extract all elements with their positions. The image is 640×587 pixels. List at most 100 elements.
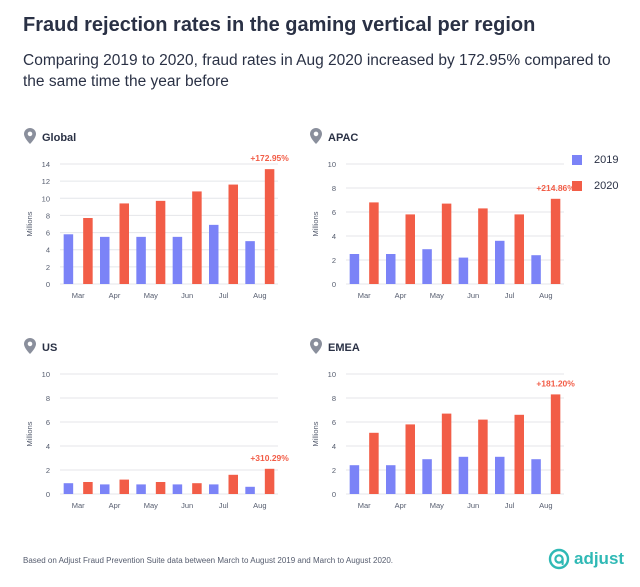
y-tick-apac-6: 6 bbox=[332, 208, 336, 217]
legend-item-2019: 2019 bbox=[572, 152, 618, 168]
bar-us-2019-jun bbox=[172, 484, 183, 494]
bar-apac-2020-apr bbox=[405, 214, 415, 284]
x-tick-us-aug: Aug bbox=[253, 501, 266, 510]
bar-emea-2019-aug bbox=[531, 459, 541, 494]
legend-item-2020: 2020 bbox=[572, 178, 618, 194]
bar-global-2019-jun bbox=[172, 236, 183, 284]
bar-apac-2020-mar bbox=[369, 202, 379, 284]
x-tick-us-may: May bbox=[144, 501, 158, 510]
bar-emea-2020-apr bbox=[405, 424, 415, 494]
x-tick-apac-may: May bbox=[430, 291, 444, 300]
x-tick-us-mar: Mar bbox=[72, 501, 85, 510]
x-tick-us-jun: Jun bbox=[181, 501, 193, 510]
bar-emea-2020-mar bbox=[369, 432, 379, 494]
y-tick-us-2: 2 bbox=[46, 466, 50, 475]
bar-us-2020-aug bbox=[264, 468, 275, 494]
x-tick-us-apr: Apr bbox=[109, 501, 121, 510]
y-tick-global-14: 14 bbox=[42, 160, 50, 169]
x-tick-emea-jun: Jun bbox=[467, 501, 479, 510]
bar-emea-2019-apr bbox=[386, 465, 396, 494]
y-tick-apac-10: 10 bbox=[328, 160, 336, 169]
bar-us-2019-mar bbox=[63, 483, 74, 494]
chart-emea: EMEA 0 2 4 6 8 10 Millions Mar Apr May Jun Jul Aug +18… bbox=[310, 338, 575, 510]
bar-emea-2020-aug bbox=[550, 394, 561, 494]
bar-us-2020-jul bbox=[228, 474, 238, 494]
legend-label-2020: 2020 bbox=[594, 180, 619, 192]
y-tick-global-6: 6 bbox=[46, 229, 50, 238]
bar-global-2020-apr bbox=[119, 203, 129, 284]
annotation-apac: +214.86% bbox=[536, 183, 575, 193]
x-tick-emea-jul: Jul bbox=[505, 501, 515, 510]
bar-apac-2020-jul bbox=[514, 214, 524, 284]
x-tick-global-jun: Jun bbox=[181, 291, 193, 300]
chart-title-global: Global bbox=[42, 132, 76, 144]
x-tick-emea-aug: Aug bbox=[539, 501, 552, 510]
x-tick-global-aug: Aug bbox=[253, 291, 266, 300]
annotation-us: +310.29% bbox=[250, 453, 289, 463]
y-tick-us-8: 8 bbox=[46, 394, 50, 403]
page-subtitle: Comparing 2019 to 2020, fraud rates in A… bbox=[23, 52, 611, 90]
y-axis-label-emea: Millions bbox=[311, 421, 320, 446]
bar-global-2019-mar bbox=[63, 234, 74, 284]
bar-apac-2019-aug bbox=[531, 255, 541, 284]
location-pin-icon bbox=[24, 128, 36, 144]
y-axis-label-us: Millions bbox=[25, 421, 34, 446]
bar-us-2020-may bbox=[155, 482, 166, 494]
y-tick-emea-10: 10 bbox=[328, 370, 336, 379]
legend-swatch-2020 bbox=[572, 181, 582, 191]
bar-global-2019-jul bbox=[209, 224, 219, 284]
bar-us-2019-jul bbox=[209, 484, 219, 494]
chart-title-apac: APAC bbox=[328, 132, 358, 144]
chart-title-emea: EMEA bbox=[328, 342, 360, 354]
bar-global-2020-jul bbox=[228, 184, 238, 284]
bar-emea-2020-jul bbox=[514, 414, 524, 494]
bar-apac-2019-may bbox=[422, 249, 432, 284]
legend-swatch-2019 bbox=[572, 155, 582, 165]
x-tick-apac-aug: Aug bbox=[539, 291, 552, 300]
bar-global-2019-may bbox=[136, 236, 146, 284]
bar-emea-2019-jun bbox=[458, 456, 469, 494]
legend-label-2019: 2019 bbox=[594, 154, 619, 166]
y-axis-label-apac: Millions bbox=[311, 211, 320, 236]
bar-us-2019-aug bbox=[245, 486, 255, 494]
x-tick-global-mar: Mar bbox=[72, 291, 85, 300]
x-tick-global-apr: Apr bbox=[109, 291, 121, 300]
x-tick-apac-jul: Jul bbox=[505, 291, 515, 300]
brand-name: adjust bbox=[574, 549, 625, 568]
y-tick-emea-4: 4 bbox=[332, 442, 336, 451]
x-tick-apac-jun: Jun bbox=[467, 291, 479, 300]
bar-emea-2019-jul bbox=[495, 456, 505, 494]
bar-apac-2020-aug bbox=[550, 198, 561, 284]
bar-emea-2019-mar bbox=[349, 465, 360, 494]
chart-us: US 0 2 4 6 8 10 Millions Mar Apr May Jun Jul Aug +310.… bbox=[24, 338, 289, 510]
location-pin-icon bbox=[310, 128, 322, 144]
bar-global-2020-mar bbox=[83, 218, 93, 284]
bar-apac-2020-may bbox=[441, 203, 452, 284]
bar-global-2020-may bbox=[155, 200, 166, 284]
x-tick-emea-apr: Apr bbox=[395, 501, 407, 510]
chart-title-us: US bbox=[42, 342, 57, 354]
bar-apac-2019-jul bbox=[495, 240, 505, 284]
location-pin-icon bbox=[310, 338, 322, 354]
y-tick-global-2: 2 bbox=[46, 263, 50, 272]
chart-apac: APAC 0 2 4 6 8 10 Millions Mar Apr May Jun Jul Aug +21… bbox=[310, 128, 575, 300]
y-tick-global-10: 10 bbox=[42, 194, 50, 203]
y-tick-apac-0: 0 bbox=[332, 280, 336, 289]
y-tick-apac-8: 8 bbox=[332, 184, 336, 193]
bar-apac-2019-jun bbox=[458, 257, 469, 284]
adjust-logo-icon bbox=[548, 548, 570, 570]
page-title: Fraud rejection rates in the gaming vert… bbox=[23, 14, 536, 36]
bar-us-2020-jun bbox=[192, 483, 202, 494]
bar-apac-2019-mar bbox=[349, 254, 360, 284]
bar-apac-2019-apr bbox=[386, 254, 396, 284]
chart-global: Global 0 2 4 6 8 10 12 14 Millions Mar Apr May Jun Jul… bbox=[24, 128, 289, 300]
bar-apac-2020-jun bbox=[478, 208, 488, 284]
y-tick-global-4: 4 bbox=[46, 246, 50, 255]
y-tick-global-12: 12 bbox=[42, 177, 50, 186]
y-tick-emea-6: 6 bbox=[332, 418, 336, 427]
bar-emea-2020-may bbox=[441, 413, 452, 494]
bar-us-2019-may bbox=[136, 484, 146, 494]
y-tick-us-4: 4 bbox=[46, 442, 50, 451]
y-tick-apac-2: 2 bbox=[332, 256, 336, 265]
y-tick-global-0: 0 bbox=[46, 280, 50, 289]
